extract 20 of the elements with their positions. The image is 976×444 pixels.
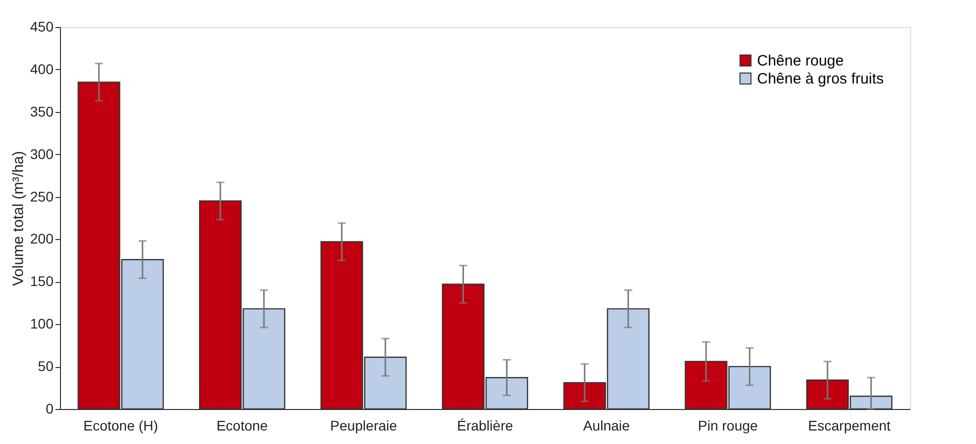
y-tick-label: 100 — [30, 316, 54, 332]
y-tick-label: 0 — [46, 400, 54, 416]
x-tick-label: Peupleraie — [330, 418, 398, 434]
y-tick-label: 150 — [30, 273, 54, 290]
legend-label: Chêne à gros fruits — [757, 70, 884, 88]
y-tick-label: 200 — [30, 230, 54, 247]
y-tick-label: 400 — [30, 60, 54, 77]
x-tick-label: Escarpement — [808, 418, 891, 434]
legend-label: Chêne rouge — [757, 52, 844, 70]
y-axis-title: Volume total (m³/ha) — [10, 150, 28, 286]
x-tick-label: Aulnaie — [583, 418, 630, 434]
y-tick-label: 250 — [30, 188, 54, 204]
x-tick-label: Ecotone (H) — [83, 418, 158, 434]
y-tick-label: 450 — [30, 18, 54, 34]
x-tick-label: Pin rouge — [698, 418, 758, 434]
y-tick-label: 350 — [30, 103, 54, 120]
x-tick-label: Ecotone — [216, 418, 268, 434]
y-tick-label: 300 — [30, 146, 54, 162]
x-tick-label: Érablière — [456, 418, 514, 434]
y-tick-label: 50 — [38, 358, 54, 374]
